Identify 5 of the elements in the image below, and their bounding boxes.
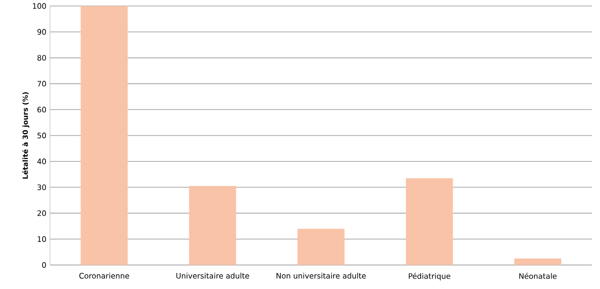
bar: [298, 228, 344, 265]
bar: [514, 258, 562, 265]
bar: [80, 6, 128, 265]
bar: [406, 178, 453, 265]
bar: [189, 186, 236, 265]
